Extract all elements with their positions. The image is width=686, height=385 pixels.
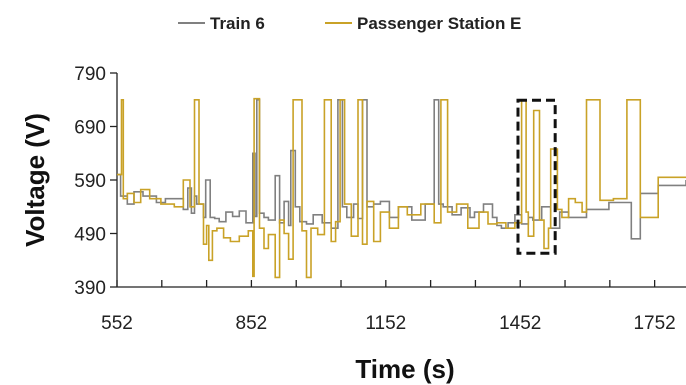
x-tick-label: 1752 (633, 313, 675, 334)
legend: Train 6 Passenger Station E (178, 14, 521, 33)
x-axis-title: Time (s) (355, 354, 454, 384)
y-axis-ticks: 390 490 590 690 790 (74, 64, 117, 299)
legend-label-train-6: Train 6 (210, 14, 265, 33)
x-tick-label: 852 (236, 313, 268, 334)
series-line-train-6 (117, 99, 686, 240)
highlight-box (516, 98, 557, 255)
y-axis-title: Voltage (V) (20, 113, 50, 247)
y-tick-label: 490 (74, 225, 106, 246)
y-tick-label: 690 (74, 118, 106, 139)
x-tick-label: 1452 (499, 313, 541, 334)
series-line-passenger-station-e (117, 97, 686, 279)
legend-label-passenger-station-e: Passenger Station E (357, 14, 521, 33)
x-tick-label: 1152 (365, 313, 406, 334)
x-axis-ticks: 552 852 1152 1452 1752 (101, 280, 676, 334)
y-tick-label: 790 (74, 64, 106, 85)
x-tick-label: 552 (101, 313, 133, 334)
y-tick-label: 590 (74, 171, 106, 192)
y-tick-label: 390 (74, 278, 106, 299)
